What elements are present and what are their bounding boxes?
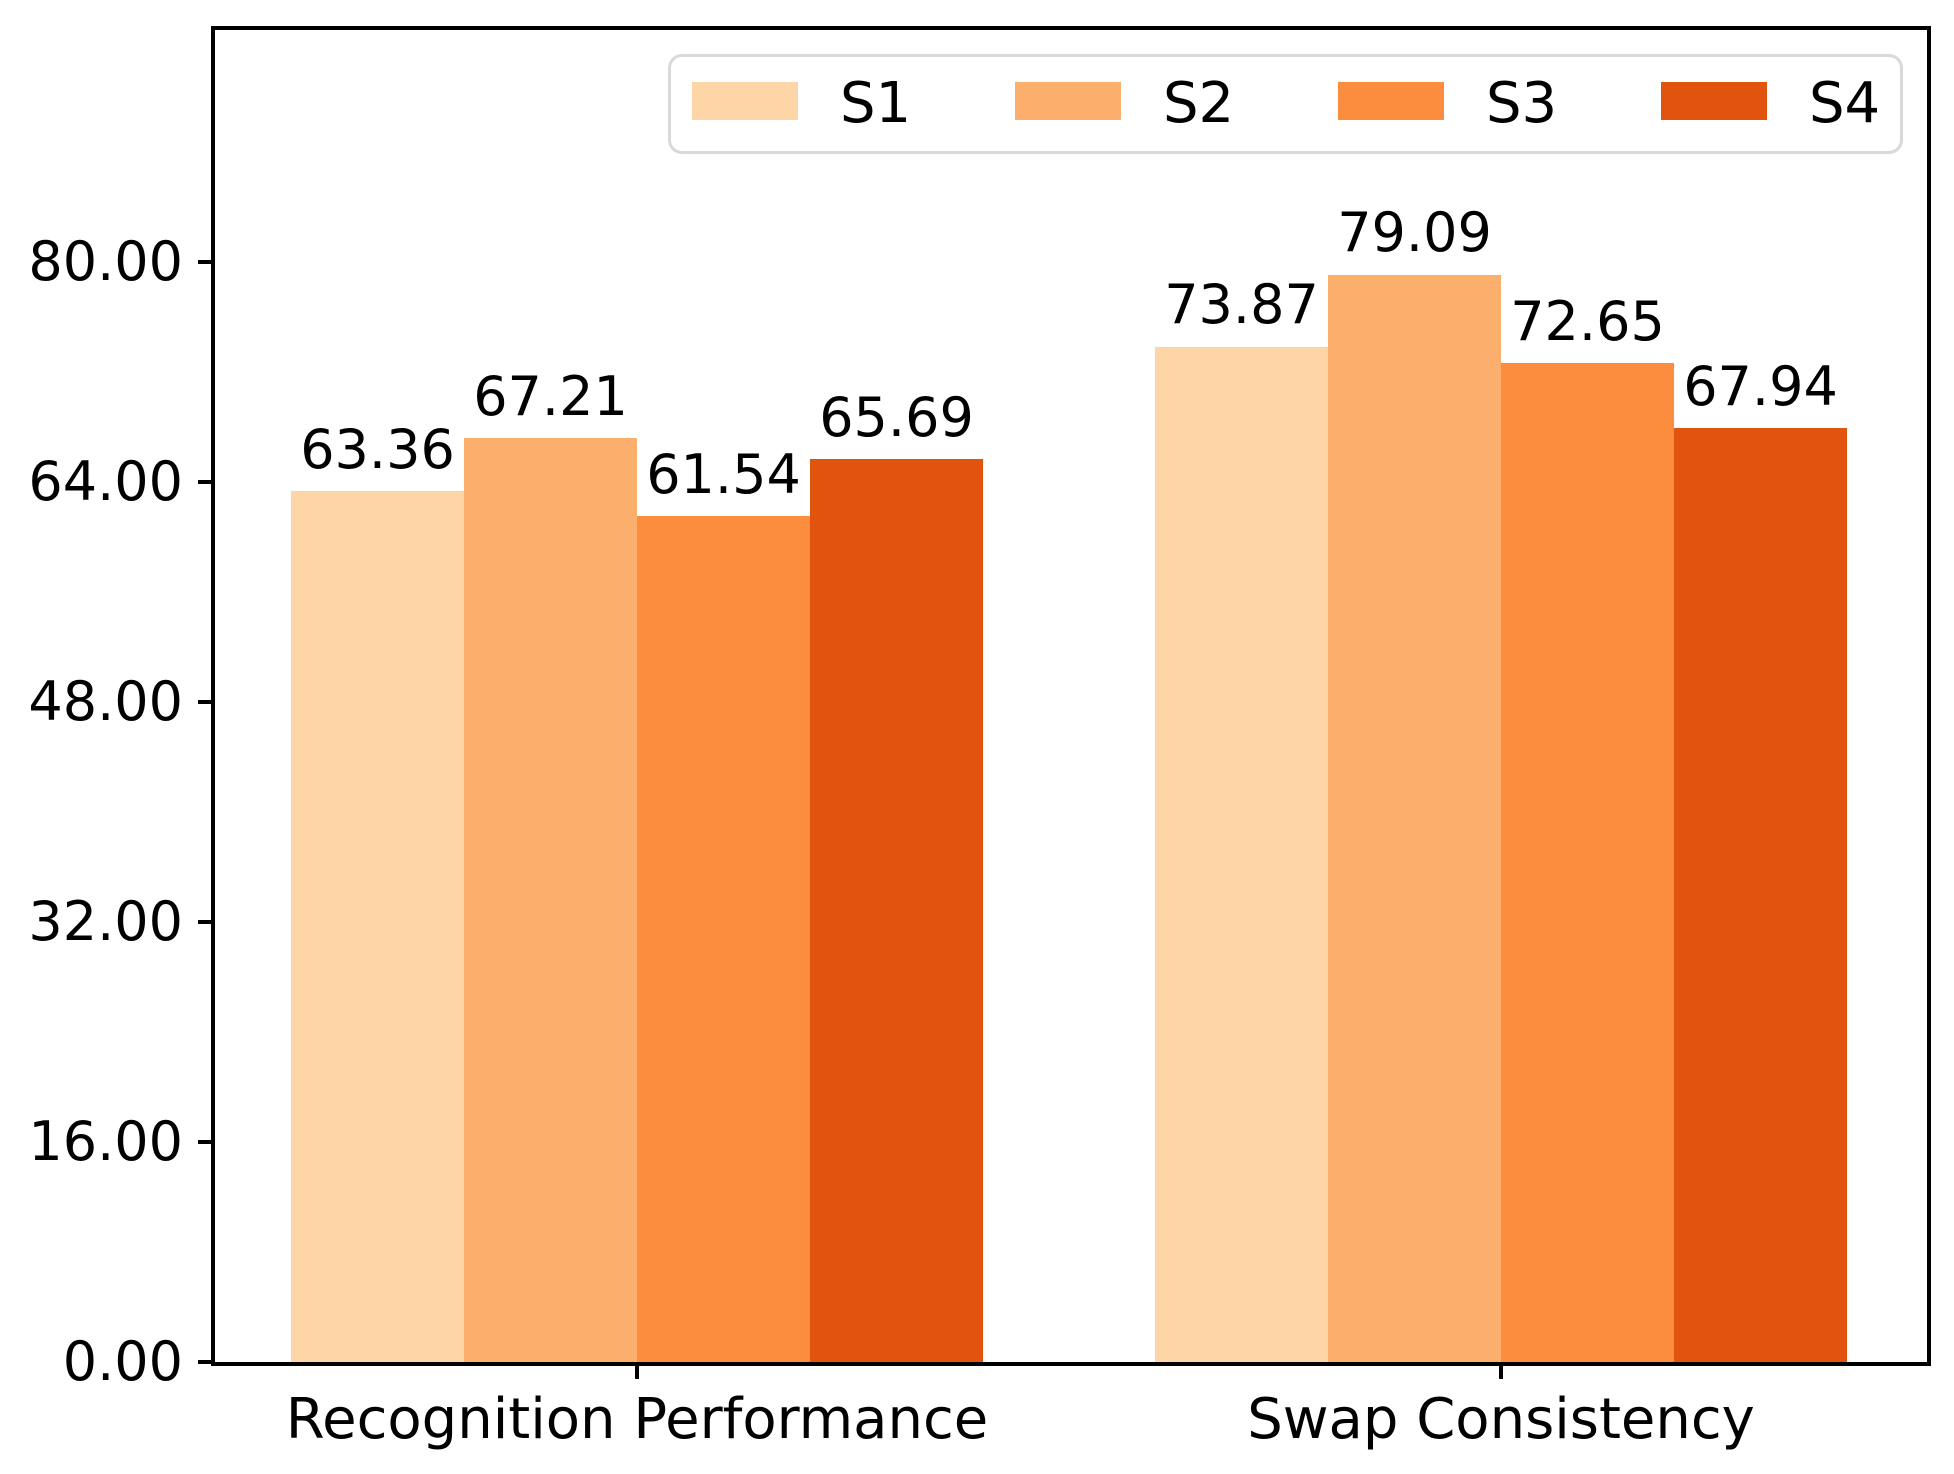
bottom-spine <box>211 1362 1931 1366</box>
y-tick-label: 48.00 <box>28 670 183 734</box>
y-tick-label: 0.00 <box>62 1330 183 1393</box>
bar-s2-recognition <box>464 438 637 1362</box>
bar-value-label: 67.94 <box>1683 354 1838 418</box>
y-tick-mark <box>198 1360 213 1364</box>
bar-s2-swap <box>1328 274 1501 1362</box>
right-spine <box>1927 26 1931 1366</box>
bar-s3-recognition <box>637 516 810 1362</box>
legend-swatch-s4 <box>1661 82 1767 120</box>
x-category-label: Recognition Performance <box>285 1387 989 1452</box>
legend: S1 S2 S3 S4 <box>668 54 1903 154</box>
y-tick-mark <box>198 700 213 705</box>
y-tick-label: 80.00 <box>28 230 183 294</box>
legend-label-s3: S3 <box>1486 71 1558 136</box>
bar-s1-swap <box>1155 346 1328 1362</box>
y-tick-label: 16.00 <box>28 1110 183 1174</box>
y-tick-mark <box>198 1140 213 1145</box>
bar-value-label: 73.87 <box>1164 273 1319 337</box>
bar-value-label: 65.69 <box>819 385 974 449</box>
x-category-label: Swap Consistency <box>1247 1387 1755 1452</box>
legend-label-s1: S1 <box>840 71 912 136</box>
y-tick-label: 32.00 <box>28 890 183 954</box>
x-tick-mark <box>1499 1364 1503 1379</box>
plot-area: 0.00 16.00 32.00 48.00 64.00 80.00 63.36 73.87 6… <box>28 26 1931 1452</box>
bar-value-label: 63.36 <box>300 417 455 481</box>
legend-swatch-s3 <box>1338 82 1444 120</box>
bar-s4-swap <box>1674 428 1847 1362</box>
y-tick-label: 64.00 <box>28 450 183 514</box>
bar-value-label: 79.09 <box>1337 201 1492 265</box>
bar-value-label: 61.54 <box>646 442 801 506</box>
bar-value-label: 67.21 <box>473 364 628 428</box>
legend-label-s4: S4 <box>1809 71 1881 136</box>
legend-swatch-s2 <box>1015 82 1121 120</box>
top-spine <box>211 26 1931 30</box>
bar-s3-swap <box>1501 363 1674 1362</box>
left-spine <box>211 26 215 1366</box>
y-tick-mark <box>198 920 213 925</box>
x-tick-mark <box>635 1364 639 1379</box>
y-tick-mark <box>198 260 213 265</box>
legend-swatch-s1 <box>692 82 798 120</box>
y-tick-mark <box>198 480 213 485</box>
bar-s1-recognition <box>291 491 464 1362</box>
legend-label-s2: S2 <box>1163 71 1235 136</box>
bar-value-label: 72.65 <box>1510 289 1665 353</box>
bar-s4-recognition <box>810 459 983 1362</box>
